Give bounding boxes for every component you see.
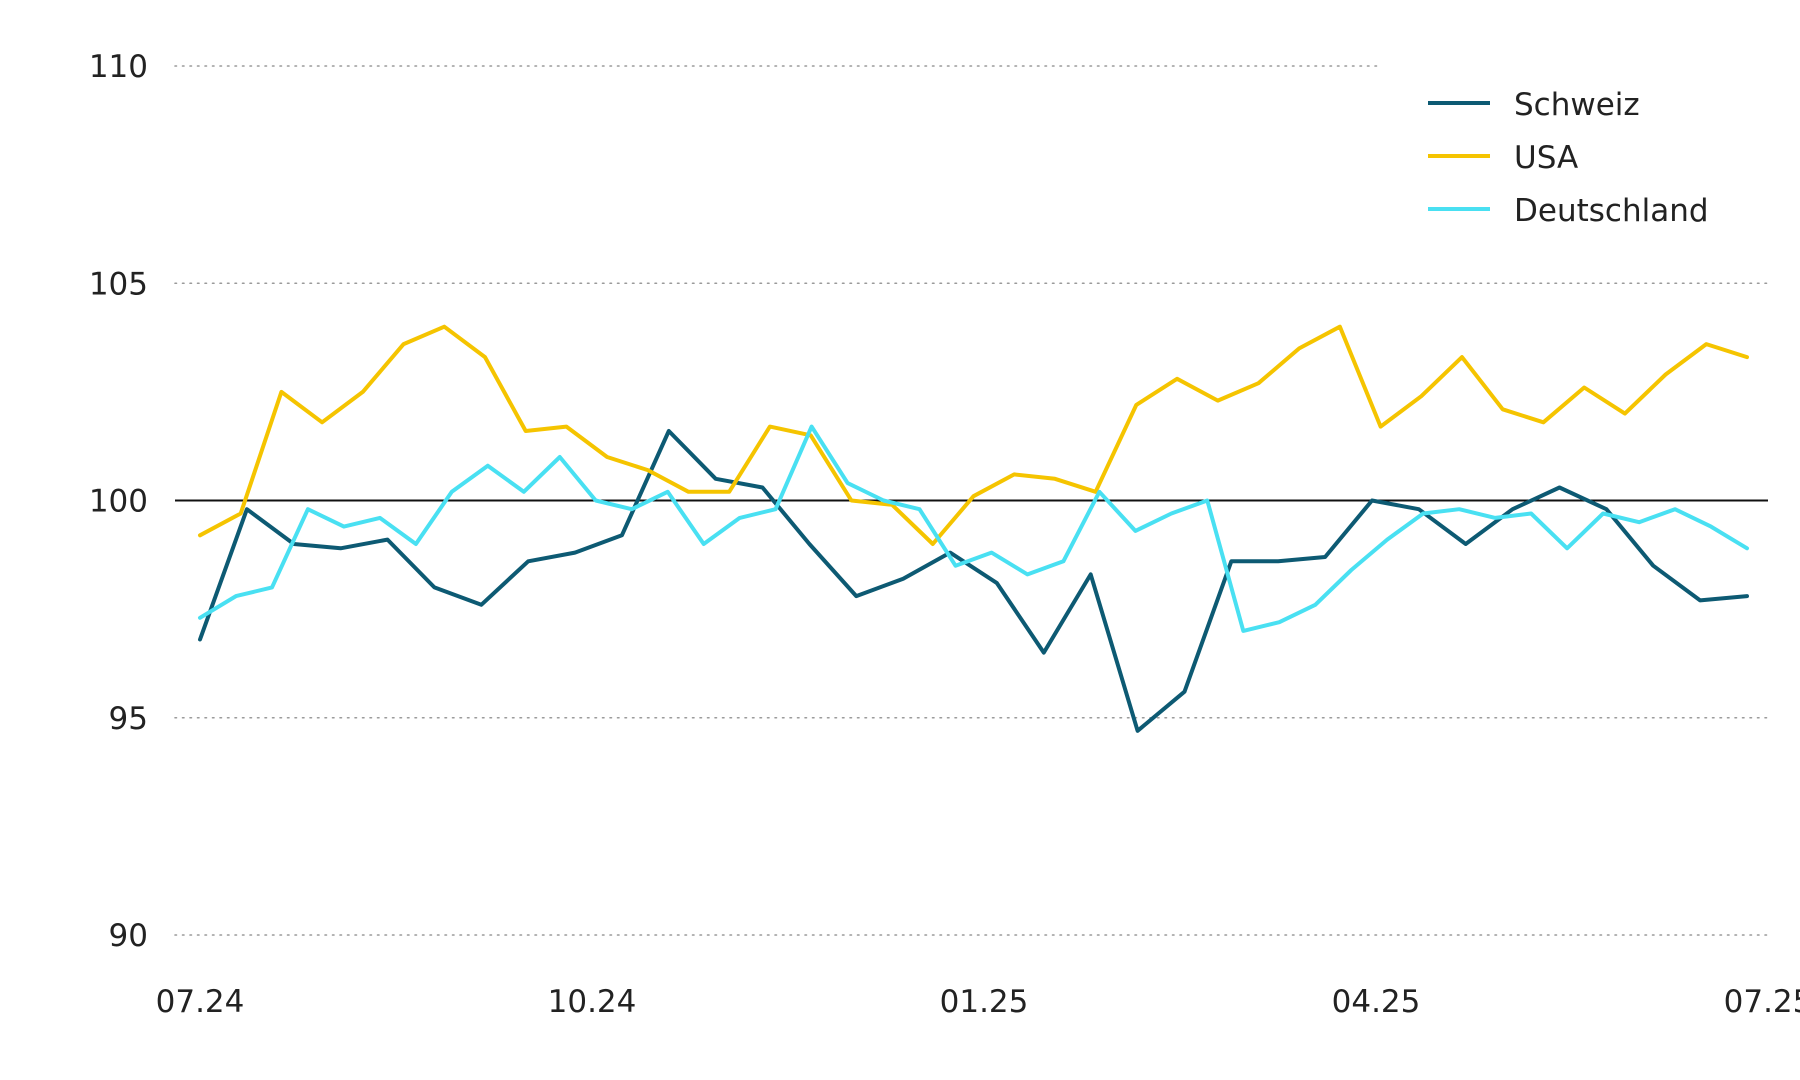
grid-layer	[174, 65, 1769, 936]
legend-label-usa: USA	[1514, 140, 1578, 176]
series-line-schweiz	[198, 429, 1749, 733]
x-axis-tick-labels: 07.24 10.24 01.25 04.25 07.25	[156, 984, 1800, 1020]
x-tick-label: 07.25	[1724, 984, 1800, 1020]
series-line-usa	[198, 324, 1749, 546]
series-line-deutschland	[198, 424, 1749, 633]
y-tick-label: 100	[89, 484, 148, 520]
y-tick-label: 110	[89, 49, 148, 85]
legend: Schweiz USA Deutschland	[1428, 87, 1709, 229]
x-tick-label: 04.25	[1332, 984, 1421, 1020]
legend-label-deutschland: Deutschland	[1514, 193, 1709, 229]
x-tick-label: 10.24	[548, 984, 637, 1020]
legend-label-schweiz: Schweiz	[1514, 87, 1640, 123]
y-tick-label: 105	[89, 266, 148, 302]
x-tick-label: 07.24	[156, 984, 245, 1020]
y-axis-tick-labels: 110 105 100 95 90	[89, 49, 148, 954]
y-tick-label: 95	[109, 701, 148, 737]
y-tick-label: 90	[109, 918, 148, 954]
series-layer	[198, 324, 1749, 733]
x-tick-label: 01.25	[940, 984, 1029, 1020]
